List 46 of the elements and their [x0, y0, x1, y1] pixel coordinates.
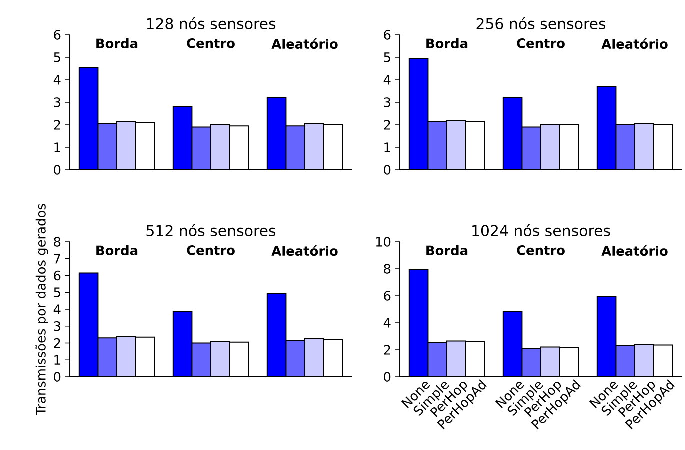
y-axis-title: Transmissões por dados gerados [36, 204, 48, 416]
y-tick-label: 6 [54, 270, 61, 281]
y-tick-label: 1 [54, 142, 60, 152]
y-tick-label: 2 [384, 345, 390, 355]
x-tick-label: Aleatório [272, 38, 338, 50]
y-tick-label: 3 [54, 98, 60, 108]
y-tick-label: 2 [384, 120, 390, 130]
y-tick-label: 1 [54, 355, 60, 365]
y-tick-label: 2 [54, 120, 60, 130]
y-tick-label: 6 [384, 291, 391, 301]
x-tick-label: Centro [187, 38, 235, 48]
y-tick-label: 3 [54, 321, 60, 332]
y-tick-label: 0 [54, 372, 61, 382]
chart-title: 512 nós sensores [146, 224, 276, 237]
y-tick-label: 4 [54, 304, 61, 314]
x-tick-label: Centro [517, 246, 565, 256]
y-tick-label: 6 [54, 30, 61, 40]
y-tick-label: 6 [384, 30, 391, 40]
y-tick-label: 4 [54, 75, 61, 85]
y-tick-label: 8 [54, 237, 61, 247]
y-tick-label: 3 [384, 98, 390, 108]
chart-title: 1024 nós sensores [472, 224, 610, 236]
chart-title: 256 nós sensores [476, 17, 606, 30]
x-tick-label: Borda [426, 38, 468, 49]
x-tick-label: Borda [96, 38, 138, 49]
x-tick-label: Aleatório [602, 38, 668, 50]
y-tick-label: 8 [384, 264, 391, 274]
chart-title: 128 nós sensores [147, 17, 276, 30]
x-tick-label: Aleatório [602, 246, 668, 256]
x-tick-label: Borda [96, 246, 138, 256]
y-tick-label: 0 [384, 165, 391, 175]
y-tick-label: 5 [384, 52, 390, 62]
y-tick-label: 2 [54, 338, 60, 348]
x-tick-label: Aleatório [272, 246, 338, 256]
x-tick-label: Borda [426, 246, 468, 256]
y-tick-label: 5 [54, 288, 60, 298]
y-tick-label: 5 [54, 52, 60, 62]
y-tick-label: 4 [384, 318, 391, 328]
x-tick-label: Centro [517, 38, 565, 48]
y-tick-label: 1 [384, 142, 390, 152]
y-tick-label: 7 [54, 254, 60, 264]
y-tick-label: 10 [376, 237, 391, 247]
x-tick-label: Centro [187, 246, 235, 256]
y-tick-label: 0 [54, 165, 61, 175]
y-tick-label: 4 [384, 75, 391, 85]
y-tick-label: 0 [384, 372, 391, 382]
